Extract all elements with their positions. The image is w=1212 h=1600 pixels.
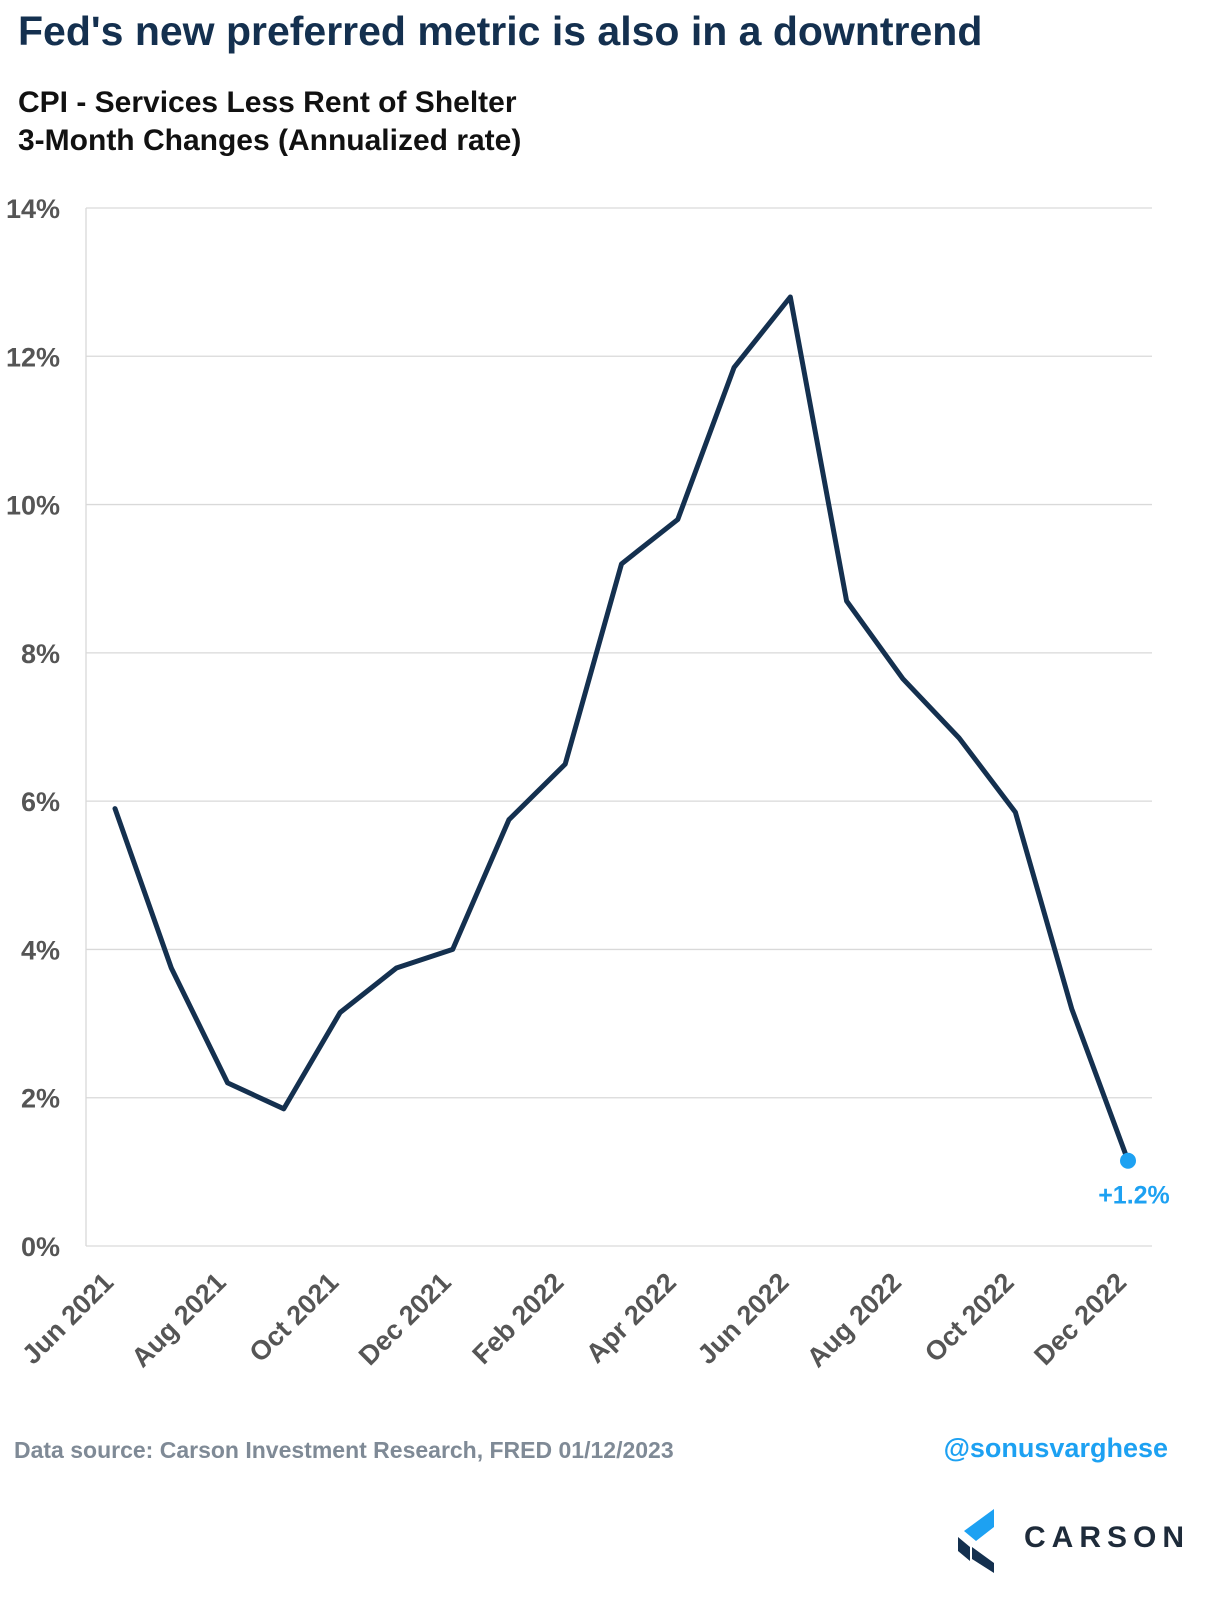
y-tick-label: 0% <box>21 1232 60 1262</box>
x-tick-label: Oct 2022 <box>919 1267 1020 1368</box>
carson-chevron-icon <box>958 1509 994 1573</box>
x-tick-label: Aug 2022 <box>801 1267 907 1373</box>
carson-logo-text: CARSON <box>1024 1521 1191 1554</box>
y-tick-label: 10% <box>6 491 60 521</box>
y-tick-label: 14% <box>6 194 60 224</box>
y-tick-label: 8% <box>21 639 60 669</box>
last-point-marker <box>1120 1152 1136 1169</box>
last-point-label: +1.2% <box>1098 1182 1170 1210</box>
y-tick-label: 2% <box>21 1084 60 1114</box>
x-tick-label: Oct 2021 <box>244 1267 345 1368</box>
x-tick-label: Apr 2022 <box>580 1267 682 1369</box>
carson-logo: CARSON <box>958 1507 1188 1575</box>
x-tick-label: Dec 2022 <box>1028 1267 1132 1371</box>
x-tick-label: Jun 2022 <box>692 1267 795 1370</box>
x-tick-label: Jun 2021 <box>16 1267 119 1370</box>
x-tick-label: Dec 2021 <box>353 1267 457 1371</box>
y-tick-label: 6% <box>21 787 60 817</box>
x-tick-label: Aug 2021 <box>126 1267 232 1373</box>
chart-title: Fed's new preferred metric is also in a … <box>18 8 983 54</box>
author-handle[interactable]: @sonusvarghese <box>943 1433 1168 1463</box>
line-chart: 0%2%4%6%8%10%12%14%Jun 2021 Aug 2021 Oct 2… <box>6 194 1170 1373</box>
chart-subtitle-line2: 3-Month Changes (Annualized rate) <box>18 124 522 157</box>
series-line <box>112 294 1131 1164</box>
y-tick-label: 4% <box>21 935 60 965</box>
y-tick-label: 12% <box>6 342 60 372</box>
x-tick-label: Feb 2022 <box>467 1267 570 1370</box>
data-source: Data source: Carson Investment Research,… <box>14 1437 674 1463</box>
chart-subtitle-line1: CPI - Services Less Rent of Shelter <box>18 86 517 119</box>
